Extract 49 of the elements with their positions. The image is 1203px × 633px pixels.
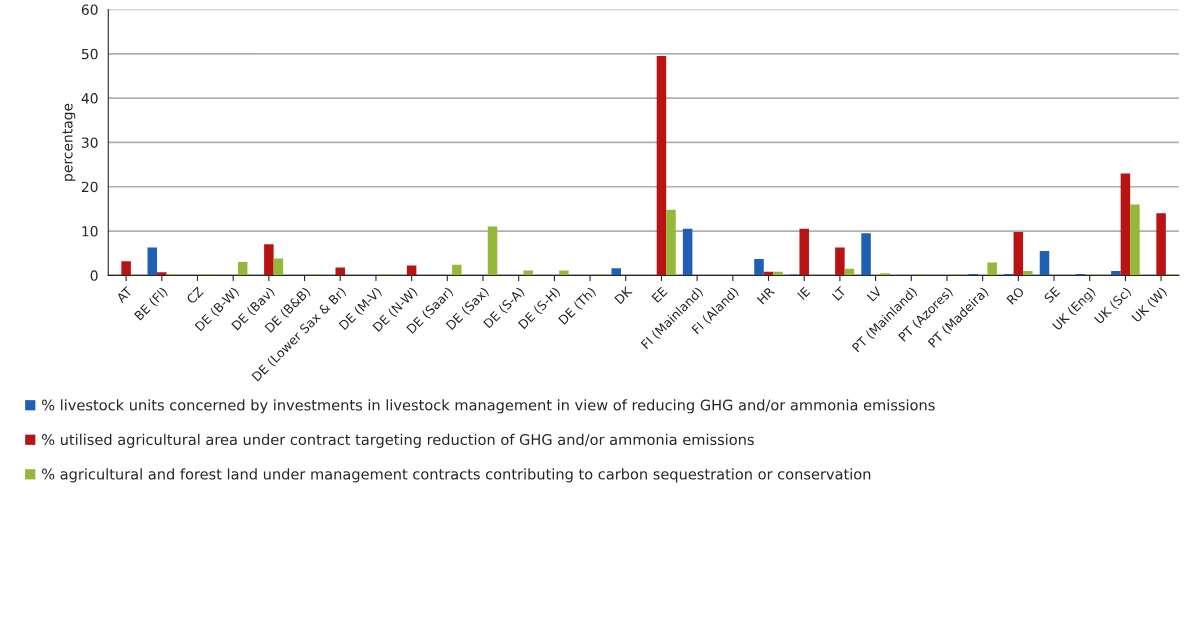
bar — [799, 228, 809, 276]
y-tick-label: 0 — [90, 270, 98, 281]
bar — [656, 56, 667, 276]
y-tick-label: 40 — [81, 93, 98, 104]
bar — [157, 272, 167, 276]
bar — [1156, 213, 1166, 276]
bar — [861, 233, 871, 276]
x-tick-label: UK (W) — [1131, 286, 1169, 324]
bar — [987, 262, 997, 276]
bar — [335, 267, 346, 276]
x-tick-label: BE (Fl) — [133, 286, 169, 322]
x-tick-label: SE — [1043, 286, 1061, 304]
bar — [487, 226, 498, 276]
y-tick-label: 30 — [81, 137, 98, 148]
legend-label: % agricultural and forest land under management contracts contributing to carbon sequestration or conservation — [42, 468, 871, 483]
y-tick-label: 60 — [81, 4, 98, 15]
y-tick-label: 10 — [82, 226, 98, 237]
x-tick-label: LT — [831, 286, 847, 301]
bar — [835, 247, 845, 276]
legend-label: % livestock units concerned by investments in livestock management in view of reducing GHG and/or ammonia emissions — [42, 399, 935, 414]
bar — [121, 261, 131, 276]
bar — [1120, 173, 1131, 276]
bar — [452, 264, 462, 276]
bar — [1023, 270, 1033, 276]
bar — [880, 273, 890, 276]
y-tick-label: 20 — [81, 181, 98, 193]
bar — [523, 270, 533, 276]
bar — [264, 244, 274, 276]
x-tick-label: RO — [1006, 286, 1025, 305]
y-axis-title: percentage — [62, 103, 76, 181]
legend-label: % utilised agricultural area under contract targeting reduction of GHG and/or ammonia emissions — [42, 433, 754, 448]
x-tick-label: DK — [614, 285, 633, 305]
bar — [1039, 250, 1050, 276]
bar — [682, 228, 693, 276]
bar — [611, 268, 621, 276]
x-tick-label: IE — [797, 286, 811, 300]
y-tick-label: 50 — [81, 48, 98, 60]
bar — [1013, 231, 1024, 276]
bar — [147, 247, 158, 276]
x-tick-label: HR — [756, 286, 775, 305]
bar — [666, 209, 676, 276]
x-tick-label: AT — [115, 286, 133, 304]
bar — [273, 258, 284, 276]
bar — [559, 270, 569, 276]
bar — [237, 262, 248, 276]
x-tick-label: CZ — [185, 286, 204, 305]
bar — [1111, 270, 1121, 276]
bar — [1130, 204, 1140, 276]
bar — [754, 258, 764, 276]
